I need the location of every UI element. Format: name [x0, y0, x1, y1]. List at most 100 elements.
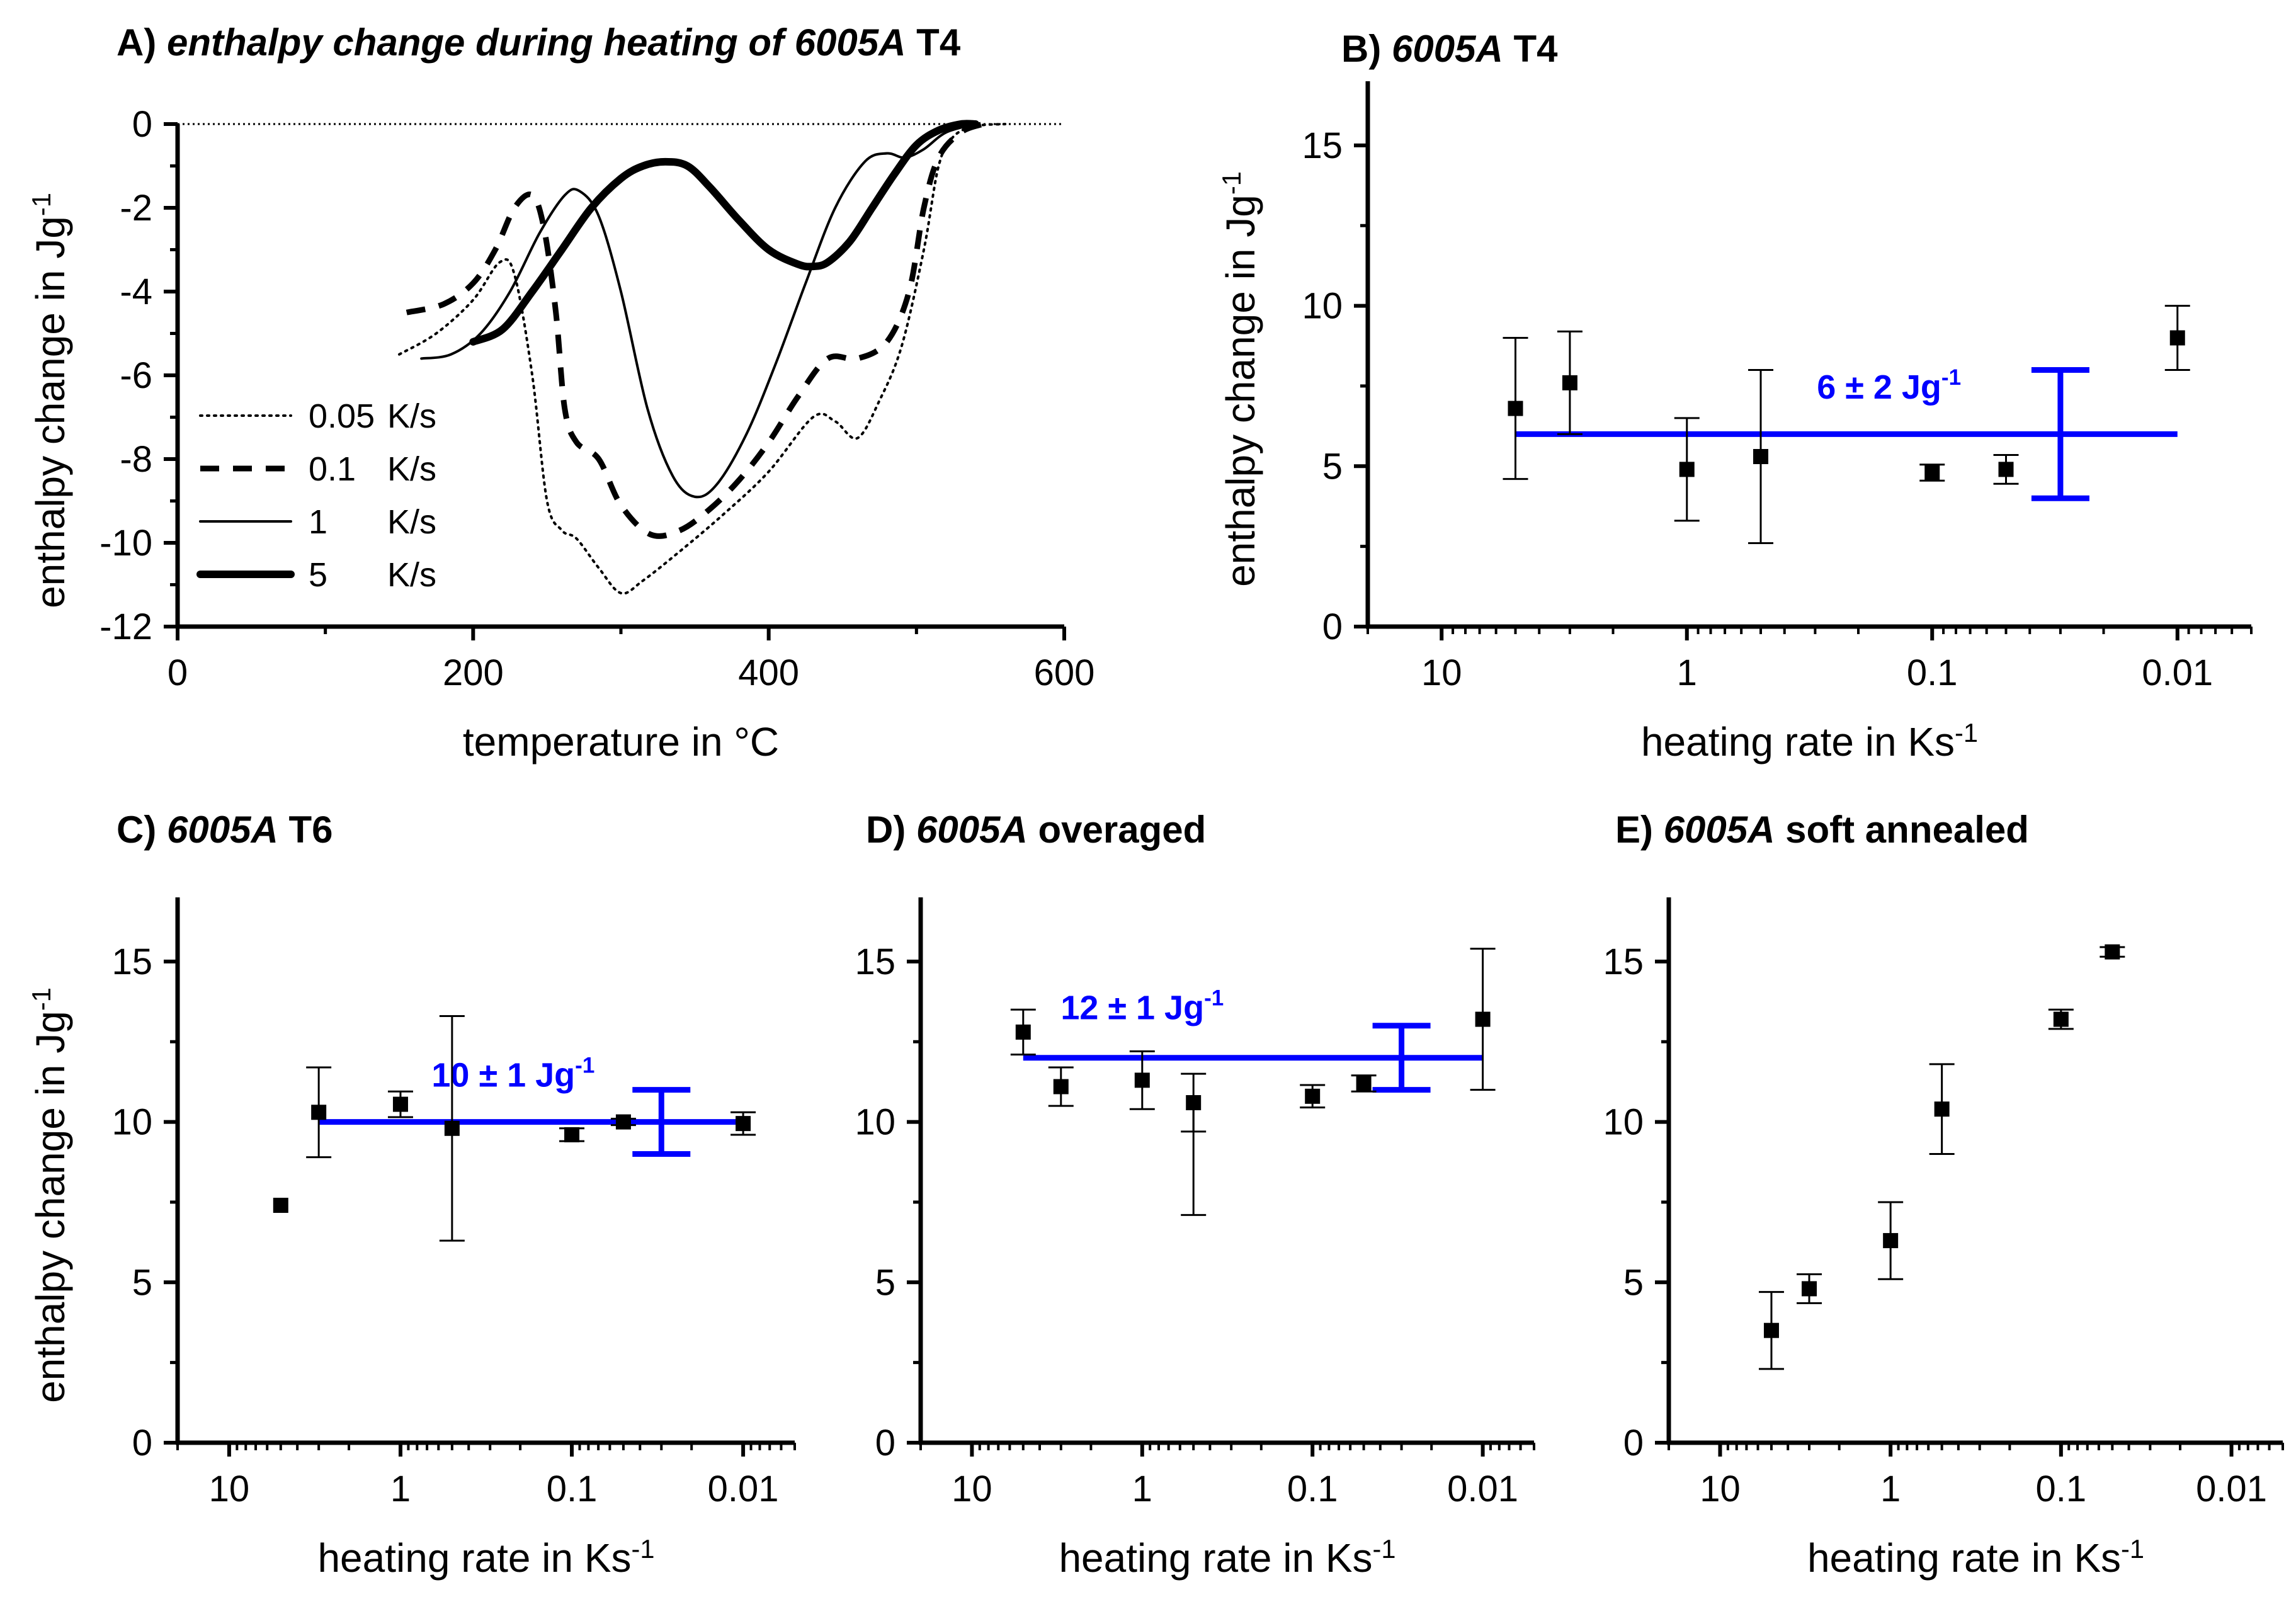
y-tick-label: 5 — [875, 1262, 895, 1303]
data-point — [1356, 1076, 1372, 1091]
data-point — [1053, 1079, 1069, 1094]
data-point — [1475, 1011, 1491, 1027]
x-axis-label-main: temperature in °C — [463, 719, 779, 764]
panel-D: D) 6005A overaged 0 5 10 15 10 1 0.1 0.01 heating… — [855, 809, 1535, 1581]
y-tick-label: 10 — [1302, 286, 1343, 327]
x-tick-label: 600 — [1034, 652, 1095, 693]
data-point — [311, 1105, 327, 1120]
x-axis-label-sup: -1 — [2121, 1534, 2144, 1564]
data-point — [1134, 1072, 1150, 1088]
legend: 0.05 K/s 0.1 K/s 1 K/s 5 K/s — [196, 397, 436, 594]
y-tick-label: -10 — [99, 523, 152, 564]
y-tick-label: 10 — [111, 1102, 152, 1143]
legend-rate: 1 — [309, 503, 327, 541]
data-point — [2105, 944, 2120, 960]
data-point — [1508, 401, 1523, 416]
y-tick-label: 0 — [1623, 1423, 1644, 1463]
panel-title-part-1: 6005A — [916, 809, 1028, 851]
panel-title: E) 6005A soft annealed — [1615, 809, 2029, 851]
panel-title: C) 6005A T6 — [117, 809, 333, 851]
data-point — [1883, 1233, 1899, 1249]
mean-label-sup: -1 — [1941, 365, 1961, 390]
y-tick-label: -6 — [120, 355, 152, 396]
panel-title-part-2: overaged — [1028, 809, 1206, 851]
data-point — [736, 1116, 751, 1132]
x-axis-label: heating rate in Ks-1 — [1641, 718, 1978, 764]
panel-E: E) 6005A soft annealed 0 5 10 15 10 1 0.1 0.01 he… — [1603, 809, 2284, 1581]
x-tick-label: 0.1 — [2036, 1469, 2087, 1509]
x-tick-label: 1 — [1880, 1469, 1901, 1509]
legend-unit: K/s — [387, 450, 436, 488]
data-point — [1562, 375, 1577, 390]
x-tick-label: 1 — [1677, 652, 1697, 693]
panel-title-part-1: enthalpy change during heating of 6005A — [167, 21, 906, 64]
panel-B: B) 6005A T4 0 5 10 15 10 1 0.1 0.01 heating rate … — [1217, 28, 2253, 764]
x-tick-label: 400 — [738, 652, 799, 693]
y-tick-label: 5 — [132, 1262, 152, 1303]
data-point — [1802, 1281, 1817, 1297]
x-tick-label: 0 — [168, 652, 188, 693]
x-tick-label: 0.01 — [1447, 1469, 1518, 1509]
series-line-dotted — [398, 123, 1007, 595]
y-tick-label: -2 — [120, 188, 152, 229]
y-axis-label: enthalpy change in Jg-1 — [26, 193, 73, 608]
x-tick-label: 1 — [1132, 1469, 1152, 1509]
x-tick-label: 0.01 — [708, 1469, 779, 1509]
y-axis-label-sup: -1 — [26, 987, 56, 1011]
x-axis-label-main: heating rate in Ks — [1641, 719, 1955, 764]
panel-A: A) enthalpy change during heating of 600… — [26, 21, 1094, 764]
panel-title-part-1: 6005A — [167, 809, 278, 851]
legend-rate: 0.05 — [309, 397, 375, 435]
data-point — [2053, 1011, 2069, 1027]
panel-C: C) 6005A T6 0 5 10 15 10 1 0.1 0.01 heating rate … — [26, 809, 796, 1581]
legend-rate: 0.1 — [309, 450, 356, 488]
data-point — [1305, 1088, 1321, 1104]
x-axis-label-sup: -1 — [1373, 1534, 1396, 1564]
panel-title-part-0: B) — [1341, 28, 1392, 70]
y-axis-label: enthalpy change in Jg-1 — [26, 987, 73, 1403]
mean-label-sup: -1 — [1204, 986, 1224, 1010]
data-point — [444, 1120, 460, 1136]
panel-title: B) 6005A T4 — [1341, 28, 1558, 70]
series-line-thin — [420, 123, 977, 499]
x-tick-label: 0.1 — [1287, 1469, 1338, 1509]
x-tick-label: 1 — [390, 1469, 411, 1509]
x-axis-label-sup: -1 — [1955, 718, 1978, 747]
x-tick-label: 10 — [1700, 1469, 1741, 1509]
y-tick-label: -8 — [120, 439, 152, 480]
legend-unit: K/s — [387, 556, 436, 594]
x-tick-label: 0.1 — [547, 1469, 598, 1509]
panel-title: D) 6005A overaged — [866, 809, 1206, 851]
x-tick-label: 0.01 — [2142, 652, 2213, 693]
panel-title-part-2: T6 — [278, 809, 333, 851]
x-axis-label-sup: -1 — [632, 1534, 655, 1564]
panel-title-part-2: soft annealed — [1775, 809, 2028, 851]
y-tick-label: 15 — [855, 941, 895, 982]
x-tick-label: 10 — [952, 1469, 992, 1509]
data-point — [1998, 462, 2014, 477]
y-tick-label: -4 — [120, 271, 152, 312]
x-tick-label: 200 — [443, 652, 504, 693]
data-point — [1186, 1095, 1202, 1111]
y-axis-label: enthalpy change in Jg-1 — [1217, 171, 1263, 587]
data-point — [1924, 465, 1940, 480]
y-axis-label-main: enthalpy change in Jg — [1218, 195, 1263, 587]
legend-rate: 5 — [309, 556, 327, 594]
mean-label-main: 6 ± 2 Jg — [1817, 368, 1941, 406]
y-tick-label: 5 — [1322, 446, 1343, 487]
y-tick-label: 10 — [1603, 1102, 1644, 1143]
panel-title-part-2: T4 — [906, 21, 961, 64]
x-tick-label: 0.01 — [2196, 1469, 2267, 1509]
data-point — [273, 1198, 288, 1213]
legend-unit: K/s — [387, 503, 436, 541]
data-point — [1753, 449, 1769, 465]
series-line-thick — [469, 120, 980, 346]
data-point — [1679, 462, 1695, 477]
data-point — [615, 1114, 631, 1130]
y-axis-label-main: enthalpy change in Jg — [28, 216, 73, 608]
data-point — [1934, 1101, 1950, 1117]
x-tick-label: 10 — [1421, 652, 1462, 693]
y-tick-label: 0 — [1322, 606, 1343, 647]
